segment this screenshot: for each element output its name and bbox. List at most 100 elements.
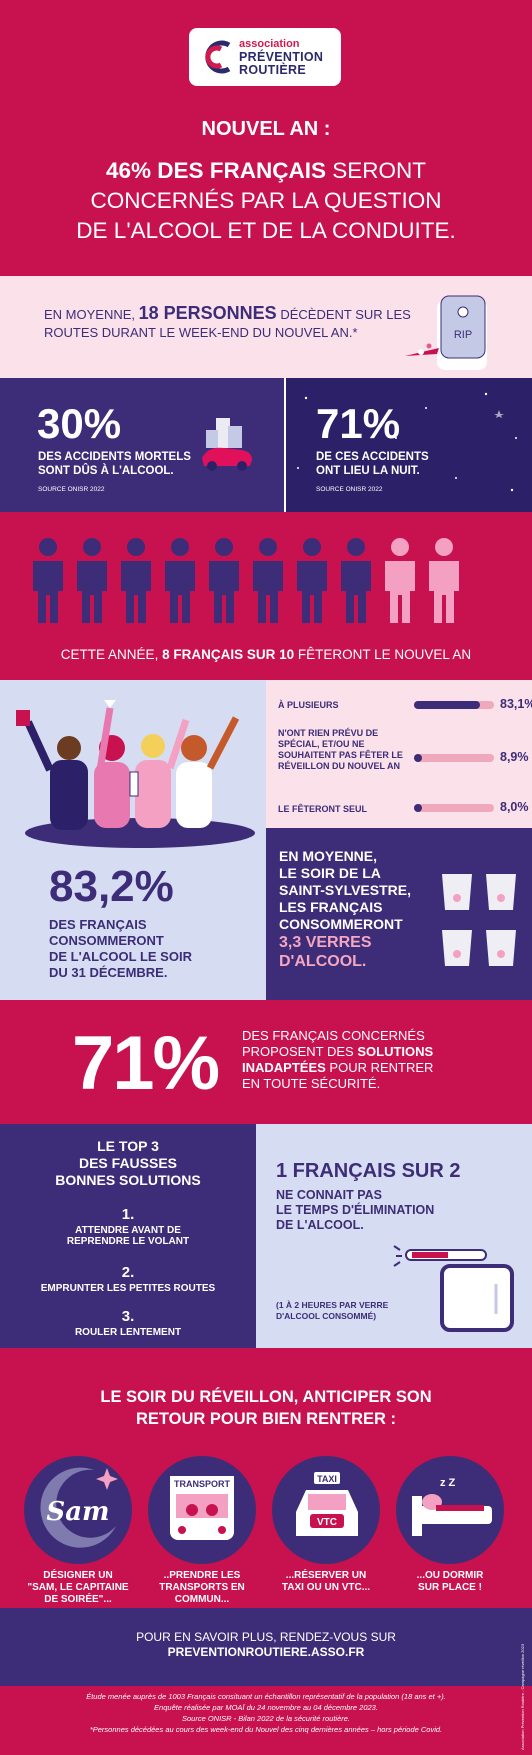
- person-icon: [121, 538, 151, 623]
- deaths-prefix: EN MOYENNE,: [44, 307, 136, 322]
- stat-30-value: 30%: [37, 400, 122, 447]
- stat-30-line1: DES ACCIDENTS MORTELS: [38, 451, 191, 463]
- bar-track: [414, 701, 494, 709]
- bus-icon: TRANSPORT: [148, 1456, 256, 1564]
- stat-71-line2: ONT LIEU LA NUIT.: [316, 465, 420, 477]
- elimination-line2: LE TEMPS D'ÉLIMINATION: [276, 1203, 435, 1217]
- top3-title1: LE TOP 3: [97, 1138, 159, 1154]
- bar-value: 8,9%: [500, 750, 529, 764]
- glasses-line1: EN MOYENNE,: [279, 848, 378, 864]
- alcohol-line1: DES FRANÇAIS: [49, 917, 147, 932]
- deaths-section: EN MOYENNE, 18 PERSONNES DÉCÈDENT SUR LE…: [0, 276, 532, 378]
- title-line3: DE L'ALCOOL ET DE LA CONDUITE.: [76, 218, 456, 243]
- elimination-note1: (1 À 2 HEURES PAR VERRE: [276, 1300, 389, 1310]
- more-url-link[interactable]: PREVENTIONROUTIERE.ASSO.FR: [167, 1645, 365, 1659]
- option-line1: ...RÉSERVER UN: [285, 1570, 367, 1581]
- sleep-drawing-icon: z Z: [412, 1477, 492, 1536]
- solutions-section: 71% DES FRANÇAIS CONCERNÉS PROPOSENT DES…: [0, 1000, 532, 1124]
- brand-logo[interactable]: association PRÉVENTION ROUTIÈRE: [189, 28, 341, 86]
- sam-moon-icon: Sam: [40, 1467, 118, 1548]
- stat-night-panel: 71% DE CES ACCIDENTS ONT LIEU LA NUIT. S…: [284, 378, 532, 512]
- person-icon: [297, 538, 327, 623]
- party-people-illustration: [16, 700, 255, 848]
- option-caption: ...RÉSERVER UN TAXI OU UN VTC...: [266, 1570, 386, 1594]
- solutions-line2-bold: SOLUTIONS: [357, 1044, 434, 1059]
- taxi-tag: TAXI: [317, 1474, 337, 1484]
- top3-item-line1: EMPRUNTER LES PETITES ROUTES: [40, 1283, 216, 1294]
- sam-icon: Sam: [24, 1456, 132, 1564]
- person-icon: [33, 538, 63, 623]
- title-line2: CONCERNÉS PAR LA QUESTION: [90, 188, 442, 213]
- footnote-line1: Étude menée auprès de 1003 Français cons…: [86, 1692, 446, 1701]
- reveillon-title2: RETOUR POUR BIEN RENTRER :: [135, 1410, 397, 1428]
- option-line2: SUR PLACE !: [418, 1582, 482, 1593]
- solutions-text: DES FRANÇAIS CONCERNÉS PROPOSENT DES SOL…: [242, 1028, 433, 1092]
- celebration-bars-panel: À PLUSIEURS 83,1% N'ONT RIEN PRÉVU DE SP…: [266, 680, 532, 828]
- reveillon-title: LE SOIR DU RÉVEILLON, ANTICIPER SON RETO…: [0, 1386, 532, 1430]
- bar-label: N'ONT RIEN PRÉVU DE SPÉCIAL, ET/OU NE SO…: [278, 728, 403, 771]
- option-line2: TAXI OU UN VTC...: [281, 1582, 371, 1593]
- crashed-car-icon: [202, 418, 252, 471]
- title-bold: 46% DES FRANÇAIS: [105, 158, 326, 183]
- bus-tag: TRANSPORT: [174, 1479, 231, 1489]
- glasses-icon: [442, 874, 516, 966]
- solutions-line1: DES FRANÇAIS CONCERNÉS: [242, 1028, 425, 1043]
- bar-fill: [414, 701, 481, 709]
- header-title: 46% DES FRANÇAIS SERONT CONCERNÉS PAR LA…: [0, 156, 532, 246]
- footnote-section: Étude menée auprès de 1003 Français cons…: [0, 1686, 532, 1755]
- solutions-value: 71%: [72, 1021, 220, 1106]
- glasses-line5: CONSOMMERONT: [279, 916, 403, 932]
- option-line1: ...OU DORMIR: [416, 1570, 484, 1581]
- top3-item-line1: ROULER LENTEMENT: [74, 1327, 182, 1338]
- option-line2: TRANSPORTS EN: [159, 1582, 245, 1593]
- sleep-icon: z Z: [396, 1456, 504, 1564]
- stat-71-value: 71%: [316, 400, 401, 447]
- solutions-line3-bold: INADAPTÉES: [242, 1060, 326, 1075]
- taxi-drawing-icon: TAXI VTC: [296, 1472, 358, 1536]
- vtc-tag: VTC: [317, 1517, 337, 1528]
- person-icon: [385, 538, 415, 623]
- night-sky-icon: [297, 392, 517, 492]
- stat-30-source: SOURCE ONISR 2022: [38, 486, 105, 493]
- reveillon-title1: LE SOIR DU RÉVEILLON, ANTICIPER SON: [100, 1388, 432, 1406]
- top3-title: LE TOP 3 DES FAUSSES BONNES SOLUTIONS: [0, 1138, 256, 1189]
- footnote-line3: Source ONISR - Bilan 2022 de la sécurité…: [182, 1714, 350, 1723]
- people-caption-bold: 8 FRANÇAIS SUR 10: [162, 647, 295, 662]
- people-section: CETTE ANNÉE, 8 FRANÇAIS SUR 10 FÊTERONT …: [0, 512, 532, 680]
- bar-value: 8,0%: [500, 800, 529, 814]
- top3-item-num: 1.: [121, 1206, 135, 1223]
- glasses-text: EN MOYENNE, LE SOIR DE LA SAINT-SYLVESTR…: [279, 848, 411, 971]
- header-subtitle: NOUVEL AN :: [201, 118, 331, 140]
- bar-label: À PLUSIEURS: [278, 700, 339, 710]
- side-credit: Association Prévention Routière - Campag…: [520, 1643, 525, 1750]
- option-line3: COMMUN...: [174, 1594, 230, 1605]
- top3-item: 1. ATTENDRE AVANT DE REPRENDRE LE VOLANT: [0, 1206, 256, 1247]
- header-section: association PRÉVENTION ROUTIÈRE NOUVEL A…: [0, 0, 532, 276]
- bar-value: 83,1%: [500, 697, 532, 711]
- glasses-line2: LE SOIR DE LA: [279, 865, 381, 881]
- option-caption: ...OU DORMIR SUR PLACE !: [390, 1570, 510, 1594]
- top3-item: 3. ROULER LENTEMENT: [0, 1308, 256, 1338]
- elimination-headline: 1 FRANÇAIS SUR 2: [276, 1160, 461, 1182]
- person-icon: [253, 538, 283, 623]
- logo-line1: association: [239, 38, 300, 50]
- option-caption: ..PRENDRE LES TRANSPORTS EN COMMUN...: [142, 1570, 262, 1606]
- logo-line3: ROUTIÈRE: [239, 63, 306, 77]
- top3-section: LE TOP 3 DES FAUSSES BONNES SOLUTIONS 1.…: [0, 1124, 532, 1348]
- bar-fill: [414, 754, 422, 762]
- glasses-value2: D'ALCOOL.: [279, 953, 367, 970]
- tombstone-icon: RIP: [405, 295, 487, 370]
- glasses-line4: LES FRANÇAIS: [279, 899, 383, 915]
- stat-71-line1: DE CES ACCIDENTS: [316, 451, 429, 463]
- title-rest: SERONT: [332, 158, 427, 183]
- person-icon: [165, 538, 195, 623]
- svg-text:z Z: z Z: [440, 1477, 456, 1489]
- elimination-note2: D'ALCOOL CONSOMMÉ): [276, 1311, 377, 1321]
- top3-item-num: 2.: [121, 1264, 135, 1281]
- elimination-panel: 1 FRANÇAIS SUR 2 NE CONNAIT PAS LE TEMPS…: [256, 1124, 532, 1348]
- person-icon: [341, 538, 371, 623]
- prevention-routiere-logo-icon: [205, 40, 231, 74]
- top3-title2: DES FAUSSES: [78, 1155, 178, 1171]
- option-line1: ..PRENDRE LES: [163, 1570, 241, 1581]
- option-line2: "SAM, LE CAPITAINE: [27, 1582, 129, 1593]
